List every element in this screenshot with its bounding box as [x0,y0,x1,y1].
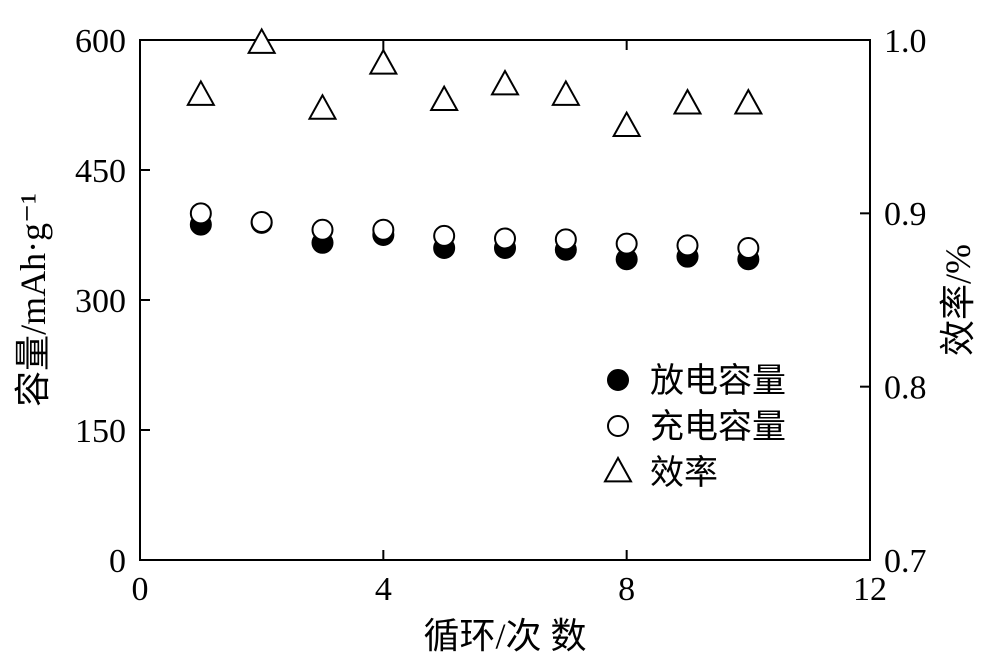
y-right-axis-label: 效率/% [938,244,978,356]
y-right-tick-label: 0.8 [884,370,927,407]
charge-point [678,235,698,255]
legend-label-charge: 充电容量 [650,408,786,446]
charge-point [434,226,454,246]
efficiency-point [492,71,518,94]
y-left-tick-label: 150 [75,413,126,450]
charge-point [313,220,333,240]
efficiency-point [735,90,761,113]
legend-label-efficiency: 效率 [650,454,718,492]
dual-axis-scatter-chart: 0 4 8 12 0 150 300 450 600 0.7 0.8 0.9 1.0 循环/次 数 容量/m… [0,0,1000,668]
legend-label-discharge: 放电容量 [650,362,786,400]
charge-point [495,228,515,248]
charge-point [617,234,637,254]
x-axis-label: 循环/次 数 [423,616,586,656]
y-left-tick-label: 600 [75,23,126,60]
x-tick-label: 4 [375,571,392,608]
efficiency-point [431,87,457,110]
efficiency-point [370,50,396,73]
x-tick-label: 0 [132,571,149,608]
charge-point [191,203,211,223]
y-left-tick-label: 0 [109,543,126,580]
efficiency-point [553,81,579,104]
legend-marker-discharge [608,370,628,390]
x-tick-label: 8 [618,571,635,608]
y-left-tick-label: 300 [75,283,126,320]
y-right-tick-label: 0.7 [884,543,927,580]
charge-point [373,220,393,240]
x-tick-label: 12 [853,571,887,608]
efficiency-point [188,81,214,104]
y-left-axis-label: 容量/mAh·g⁻¹ [13,193,53,407]
plot-frame [140,40,870,560]
y-right-tick-label: 0.9 [884,196,927,233]
y-left-tick-label: 450 [75,153,126,190]
charge-point [556,229,576,249]
legend-marker-efficiency [605,458,631,481]
legend-marker-charge [608,416,628,436]
efficiency-point [249,29,275,52]
efficiency-point [675,90,701,113]
efficiency-point [310,95,336,118]
charge-point [738,238,758,258]
charge-point [252,212,272,232]
efficiency-point [614,113,640,136]
y-right-tick-label: 1.0 [884,23,927,60]
